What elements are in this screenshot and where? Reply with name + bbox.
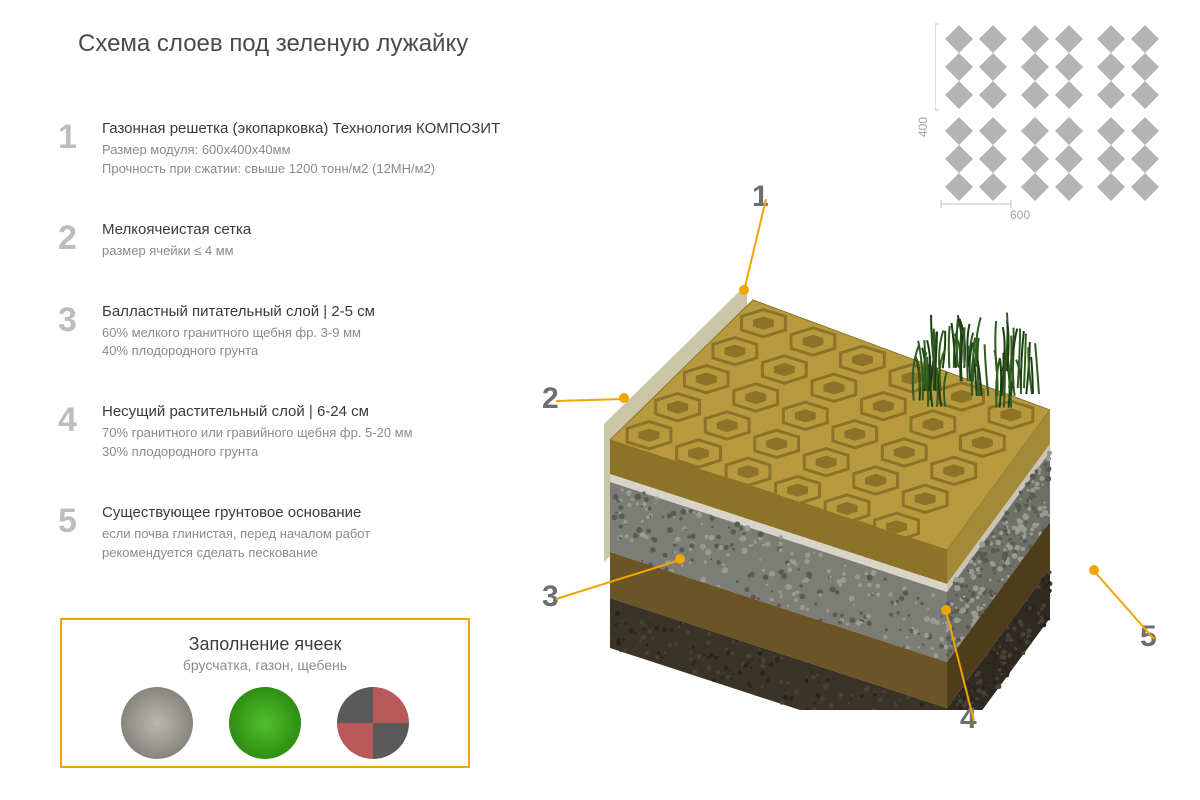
layer-desc: размер ячейки ≤ 4 мм <box>102 242 251 261</box>
diagram-title: Схема слоев под зеленую лужайку <box>78 30 468 58</box>
lattice-pattern-icon <box>935 22 1165 212</box>
fill-circle-grass <box>229 687 301 759</box>
layer-item: 2 Мелкоячеистая сетка размер ячейки ≤ 4 … <box>58 221 518 261</box>
layer-desc: Размер модуля: 600х400х40мм Прочность пр… <box>102 141 500 179</box>
layer-number: 1 <box>58 120 84 179</box>
fill-box-subtitle: брусчатка, газон, щебень <box>62 657 468 673</box>
layer-desc: если почва глинистая, перед началом рабо… <box>102 525 370 563</box>
layer-item: 1 Газонная решетка (экопарковка) Техноло… <box>58 120 518 179</box>
layer-desc: 60% мелкого гранитного щебня фр. 3-9 мм … <box>102 324 375 362</box>
layer-number: 3 <box>58 303 84 362</box>
layer-title: Мелкоячеистая сетка <box>102 221 251 238</box>
layer-number: 5 <box>58 504 84 563</box>
layer-title: Существующее грунтовое основание <box>102 504 370 521</box>
fill-circle-gravel <box>121 687 193 759</box>
layer-title: Несущий растительный слой | 6-24 см <box>102 403 413 420</box>
layer-number: 2 <box>58 221 84 261</box>
layer-item: 5 Существующее грунтовое основание если … <box>58 504 518 563</box>
layer-title: Газонная решетка (экопарковка) Технологи… <box>102 120 500 137</box>
layer-item: 3 Балластный питательный слой | 2-5 см 6… <box>58 303 518 362</box>
layer-desc: 70% гранитного или гравийного щебня фр. … <box>102 424 413 462</box>
layer-item: 4 Несущий растительный слой | 6-24 см 70… <box>58 403 518 462</box>
dim-height-label: 400 <box>916 117 930 137</box>
cross-section-diagram <box>550 220 1160 710</box>
callout-1: 1 <box>752 180 769 214</box>
fill-box-title: Заполнение ячеек <box>62 634 468 655</box>
layer-number: 4 <box>58 403 84 462</box>
layer-list: 1 Газонная решетка (экопарковка) Техноло… <box>58 120 518 605</box>
layer-title: Балластный питательный слой | 2-5 см <box>102 303 375 320</box>
cell-fill-box: Заполнение ячеек брусчатка, газон, щебен… <box>60 618 470 768</box>
fill-circle-pavers <box>337 687 409 759</box>
fill-circles <box>62 687 468 759</box>
